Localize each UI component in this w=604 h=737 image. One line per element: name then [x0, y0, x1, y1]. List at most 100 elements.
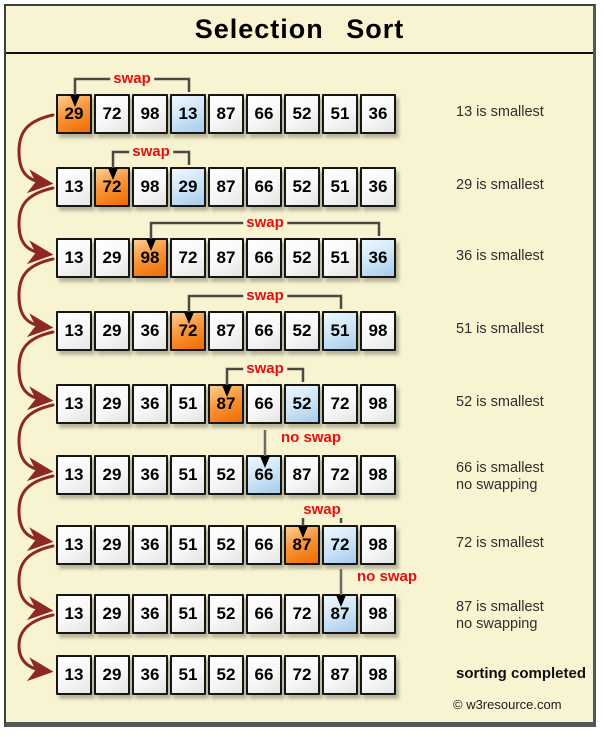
page-title: Selection Sort: [194, 14, 405, 44]
array-cell: 52: [284, 94, 320, 134]
array-cell: 29: [56, 94, 92, 134]
array-cell: 51: [322, 94, 358, 134]
array-cell: 52: [208, 525, 244, 565]
array-cell: 66: [246, 525, 282, 565]
array-cell: 29: [94, 384, 130, 424]
diagram-frame: 29 72 98 13 87 66 52 51 36 13 is smallest swap 13 72…: [4, 4, 596, 727]
array-cell: 52: [284, 238, 320, 278]
swap-label: swap: [243, 214, 287, 231]
step-label-block: 51 is smallest: [456, 321, 601, 338]
copyright-watermark: © w3resource.com: [453, 697, 562, 712]
array-cell: 29: [94, 594, 130, 634]
step-label-line2: no swapping: [456, 477, 538, 493]
array-cell: 66: [246, 94, 282, 134]
iteration-connector-arrow: [17, 113, 55, 194]
array-cell: 36: [132, 655, 168, 695]
array-cell: 72: [322, 525, 358, 565]
array-cell: 13: [56, 525, 92, 565]
swap-label: swap: [129, 143, 173, 160]
array-cell: 51: [322, 311, 358, 351]
array-cell: 52: [208, 455, 244, 495]
step-label: 29 is smallest: [456, 177, 544, 193]
array-cell: 36: [132, 311, 168, 351]
array-cell: 51: [170, 525, 206, 565]
array-cell: 29: [94, 238, 130, 278]
array-cell: 87: [322, 655, 358, 695]
array-cell: 87: [322, 594, 358, 634]
step-label: 72 is smallest: [456, 535, 544, 551]
step-label-line2: no swapping: [456, 616, 538, 632]
array-cell: 66: [246, 384, 282, 424]
step-label: 51 is smallest: [456, 321, 544, 337]
array-cell: 98: [132, 167, 168, 207]
no-swap-label: no swap: [281, 429, 342, 446]
array-cell: 52: [284, 311, 320, 351]
array-cell: 98: [360, 311, 396, 351]
array-cell: 72: [322, 455, 358, 495]
array-cell: 36: [132, 525, 168, 565]
array-cell: 52: [208, 594, 244, 634]
array-cell: 72: [170, 238, 206, 278]
step-label-block: 72 is smallest: [456, 535, 601, 552]
step-label: 66 is smallest: [456, 460, 544, 476]
step-label-block: 29 is smallest: [456, 177, 601, 194]
array-cell: 98: [132, 94, 168, 134]
array-cell: 29: [94, 311, 130, 351]
step-label: 13 is smallest: [456, 104, 544, 120]
swap-label: swap: [243, 360, 287, 377]
array-cell: 72: [284, 655, 320, 695]
array-cell: 51: [322, 167, 358, 207]
array-cell: 87: [284, 455, 320, 495]
array-cell: 52: [284, 384, 320, 424]
array-cell: 72: [94, 94, 130, 134]
array-cell: 52: [208, 655, 244, 695]
array-cell: 51: [322, 238, 358, 278]
array-cell: 98: [132, 238, 168, 278]
array-cell: 87: [208, 94, 244, 134]
step-label-block: 52 is smallest: [456, 394, 601, 411]
iteration-connector-arrow: [17, 186, 55, 265]
iteration-connector-arrow: [17, 257, 55, 338]
array-cell: 98: [360, 594, 396, 634]
array-cell: 72: [284, 594, 320, 634]
step-label: sorting completed: [456, 665, 587, 682]
swap-label: swap: [110, 70, 154, 87]
array-cell: 87: [208, 384, 244, 424]
step-label: 52 is smallest: [456, 394, 544, 410]
swap-label: swap: [243, 287, 287, 304]
array-cell: 36: [132, 384, 168, 424]
step-label-block: 66 is smallest no swapping: [456, 460, 601, 494]
array-cell: 51: [170, 594, 206, 634]
array-cell: 87: [208, 167, 244, 207]
array-cell: 66: [246, 167, 282, 207]
array-cell: 29: [94, 525, 130, 565]
array-cell: 66: [246, 455, 282, 495]
array-cell: 98: [360, 655, 396, 695]
array-cell: 13: [170, 94, 206, 134]
array-cell: 66: [246, 594, 282, 634]
array-cell: 98: [360, 384, 396, 424]
array-cell: 66: [246, 238, 282, 278]
array-cell: 87: [208, 238, 244, 278]
no-swap-label: no swap: [357, 568, 418, 585]
swap-label: swap: [300, 501, 344, 518]
array-cell: 98: [360, 525, 396, 565]
array-cell: 29: [170, 167, 206, 207]
iteration-connector-arrow: [17, 474, 55, 552]
iteration-connector-arrow: [17, 330, 55, 411]
step-label-block: 87 is smallest no swapping: [456, 599, 601, 633]
step-label: 36 is smallest: [456, 248, 544, 264]
array-cell: 66: [246, 311, 282, 351]
array-cell: 87: [284, 525, 320, 565]
array-cell: 87: [208, 311, 244, 351]
array-cell: 51: [170, 655, 206, 695]
array-cell: 36: [132, 455, 168, 495]
array-cell: 51: [170, 384, 206, 424]
title-bar: Selection Sort: [6, 6, 593, 54]
step-label: 87 is smallest: [456, 599, 544, 615]
array-cell: 52: [284, 167, 320, 207]
array-cell: 51: [170, 455, 206, 495]
array-cell: 72: [94, 167, 130, 207]
iteration-connector-arrow: [17, 544, 55, 621]
array-cell: 66: [246, 655, 282, 695]
